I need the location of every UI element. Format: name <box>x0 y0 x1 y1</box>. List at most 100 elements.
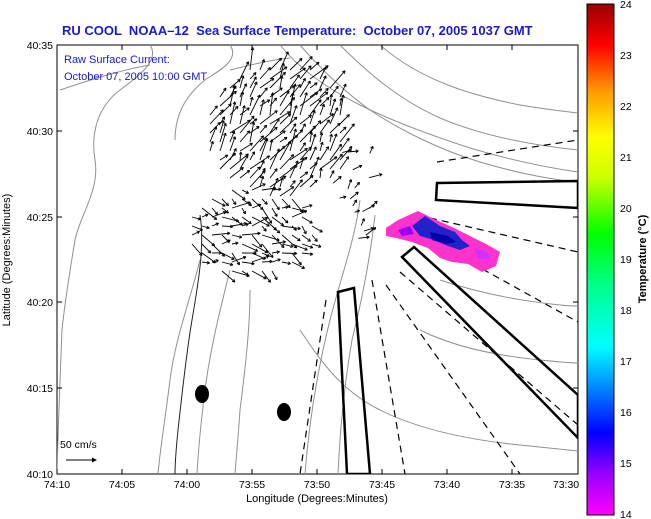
current-vector-head <box>297 228 301 231</box>
colorbar-label: Temperature (°C) <box>637 214 649 303</box>
current-vector <box>279 164 298 179</box>
current-vector-head <box>255 118 258 122</box>
current-vector <box>269 71 286 89</box>
current-vector <box>279 63 285 80</box>
current-vector <box>231 234 243 238</box>
current-vector <box>279 140 292 161</box>
current-vector-head <box>263 170 266 174</box>
current-vector <box>319 156 338 170</box>
current-vector-head <box>285 206 289 210</box>
current-vector-head <box>274 214 278 217</box>
current-vector-head <box>293 229 297 231</box>
current-vector <box>251 183 266 191</box>
current-vector-head <box>334 98 337 102</box>
current-vector-head <box>225 133 227 137</box>
radar-site-marker <box>195 385 209 403</box>
current-vector-head <box>344 126 347 131</box>
current-vector <box>364 227 374 232</box>
current-vector <box>239 142 253 152</box>
current-vector <box>291 225 297 231</box>
current-vector-head <box>350 146 353 150</box>
current-vector <box>301 225 307 235</box>
current-vector <box>229 101 236 125</box>
current-vector <box>319 141 323 152</box>
current-vector-head <box>315 179 318 183</box>
colorbar-tick-label: 20 <box>620 203 632 215</box>
current-vector-head <box>292 92 295 96</box>
current-vector <box>271 198 280 210</box>
current-vector <box>289 148 308 161</box>
current-vector <box>339 126 347 134</box>
colorbar-tick-label: 17 <box>620 356 632 368</box>
current-vector-head <box>311 175 314 179</box>
current-vector-head <box>227 232 231 236</box>
current-vector <box>241 270 249 276</box>
y-tick-label: 40:20 <box>27 297 53 309</box>
current-vector-head <box>355 150 359 154</box>
current-vector-head <box>309 247 313 249</box>
current-vector-head <box>233 202 237 205</box>
current-vector-head <box>197 231 200 235</box>
current-vector <box>221 252 235 260</box>
current-vector <box>259 59 265 71</box>
current-vector-head <box>234 136 237 140</box>
current-vector <box>332 176 342 184</box>
current-vector-head <box>280 87 283 91</box>
current-vector <box>219 152 236 170</box>
current-vector-head <box>331 133 333 138</box>
current-vector-head <box>206 227 210 230</box>
current-vector <box>329 98 336 116</box>
current-vector-head <box>236 262 240 266</box>
current-vector <box>219 123 227 143</box>
current-vector <box>201 225 210 229</box>
current-vector-head <box>339 176 342 180</box>
current-vector <box>259 124 267 134</box>
current-vector-head <box>266 138 269 142</box>
current-vector <box>279 154 294 170</box>
current-vector <box>259 160 265 170</box>
current-vector <box>241 232 261 236</box>
current-vector-head <box>374 227 377 231</box>
current-vector <box>249 151 255 161</box>
current-vector <box>251 198 264 210</box>
current-vector-head <box>331 93 334 98</box>
current-vector <box>271 258 281 263</box>
current-vector-head <box>304 210 308 214</box>
colorbar-tick-label: 14 <box>620 509 632 519</box>
current-vector <box>309 146 317 161</box>
colorbar-tick-label: 21 <box>620 152 632 164</box>
current-vector <box>299 80 311 98</box>
current-vector <box>251 217 268 227</box>
current-vector-head <box>247 107 250 111</box>
current-vector <box>209 141 214 152</box>
current-vector <box>211 198 226 207</box>
current-vector <box>239 170 250 179</box>
current-vector-head <box>292 154 295 158</box>
current-vector <box>229 85 236 107</box>
current-vector-head <box>197 218 201 221</box>
current-vector <box>339 156 349 170</box>
current-vector <box>241 223 249 227</box>
current-vector-head <box>326 65 329 69</box>
current-vector <box>251 234 263 248</box>
current-vector <box>281 261 291 265</box>
current-vector <box>221 239 231 245</box>
current-vector-head <box>315 92 319 96</box>
current-vector <box>211 211 227 218</box>
current-vector-head <box>207 251 211 254</box>
current-vector <box>342 149 352 154</box>
current-vector <box>281 252 297 254</box>
current-vector-head <box>296 105 298 109</box>
y-tick-label: 40:35 <box>27 40 53 52</box>
current-vector <box>239 115 255 134</box>
current-vector <box>201 207 217 220</box>
current-vector <box>311 225 323 233</box>
current-vector <box>281 216 289 224</box>
current-vector-head <box>350 179 353 183</box>
current-vector <box>191 230 200 236</box>
current-vector-head <box>322 141 324 146</box>
current-vector <box>261 243 274 258</box>
current-vector <box>301 204 313 209</box>
colorbar-tick-labels: 24 23 22 21 20 19 18 17 16 15 14 <box>620 0 632 519</box>
current-vector <box>281 206 289 209</box>
